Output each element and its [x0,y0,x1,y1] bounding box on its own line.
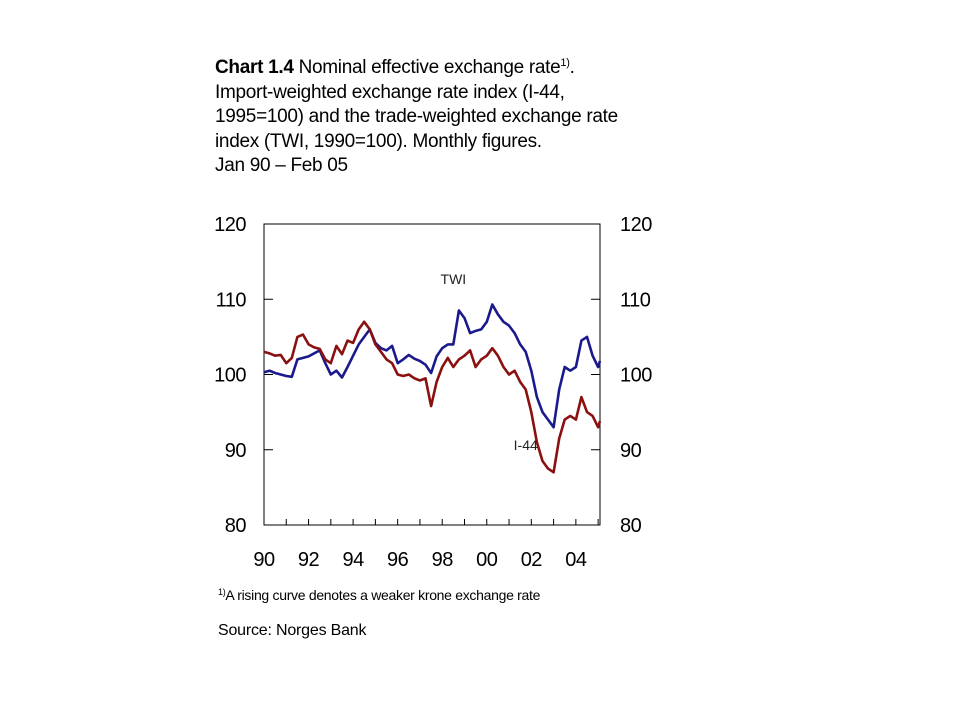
y-tick-label-left: 110 [216,289,247,311]
chart-title-period: Jan 90 – Feb 05 [215,155,348,176]
footnote-marker: 1) [218,587,226,597]
chart-title: Chart 1.4 Nominal effective exchange rat… [215,56,675,179]
x-tick-label: 96 [387,549,409,571]
series-label-twi: TWI [441,271,467,287]
chart-number: Chart 1.4 [215,57,294,78]
x-tick-label: 04 [565,549,587,571]
x-tick-label: 90 [253,549,275,571]
plot-frame [263,223,601,526]
series-line-i-44 [263,320,602,474]
labels-layer: 80 80 90 90 100 100 110 110 120 120 90 92 94 96 98 00 02… [214,214,653,571]
series-layer [263,303,602,474]
source-note: Source: Norges Bank [218,622,367,639]
chart-title-line4: index (TWI, 1990=100). Monthly figures. [215,130,542,152]
chart-title-main: Nominal effective exchange rate [293,57,561,78]
footnote-text: A rising curve denotes a weaker krone ex… [225,587,541,603]
y-tick-label-left: 90 [225,440,247,462]
title-footnote-marker: 1) [560,57,570,69]
y-tick-label-right: 80 [620,515,642,537]
x-tick-label: 00 [476,549,498,571]
axes-layer [263,223,601,526]
chart-title-line2: Import-weighted exchange rate index (I-4… [215,81,565,103]
title-punct: . [569,57,575,78]
series-label-i-44: I-44 [514,437,538,453]
y-tick-label-right: 90 [620,440,642,462]
y-tick-label-left: 100 [214,365,246,387]
y-tick-label-right: 120 [620,214,652,236]
footnote: 1)A rising curve denotes a weaker krone … [218,587,540,603]
x-tick-label: 92 [298,549,320,571]
y-tick-label-right: 110 [620,289,651,311]
x-tick-label: 94 [342,549,364,571]
y-tick-label-right: 100 [620,365,652,387]
series-line-twi [263,303,602,429]
x-tick-label: 02 [521,549,543,571]
chart-title-line3: 1995=100) and the trade-weighted exchang… [215,106,618,127]
y-tick-label-left: 80 [225,515,247,537]
x-tick-label: 98 [432,549,454,571]
y-tick-label-left: 120 [214,214,246,236]
